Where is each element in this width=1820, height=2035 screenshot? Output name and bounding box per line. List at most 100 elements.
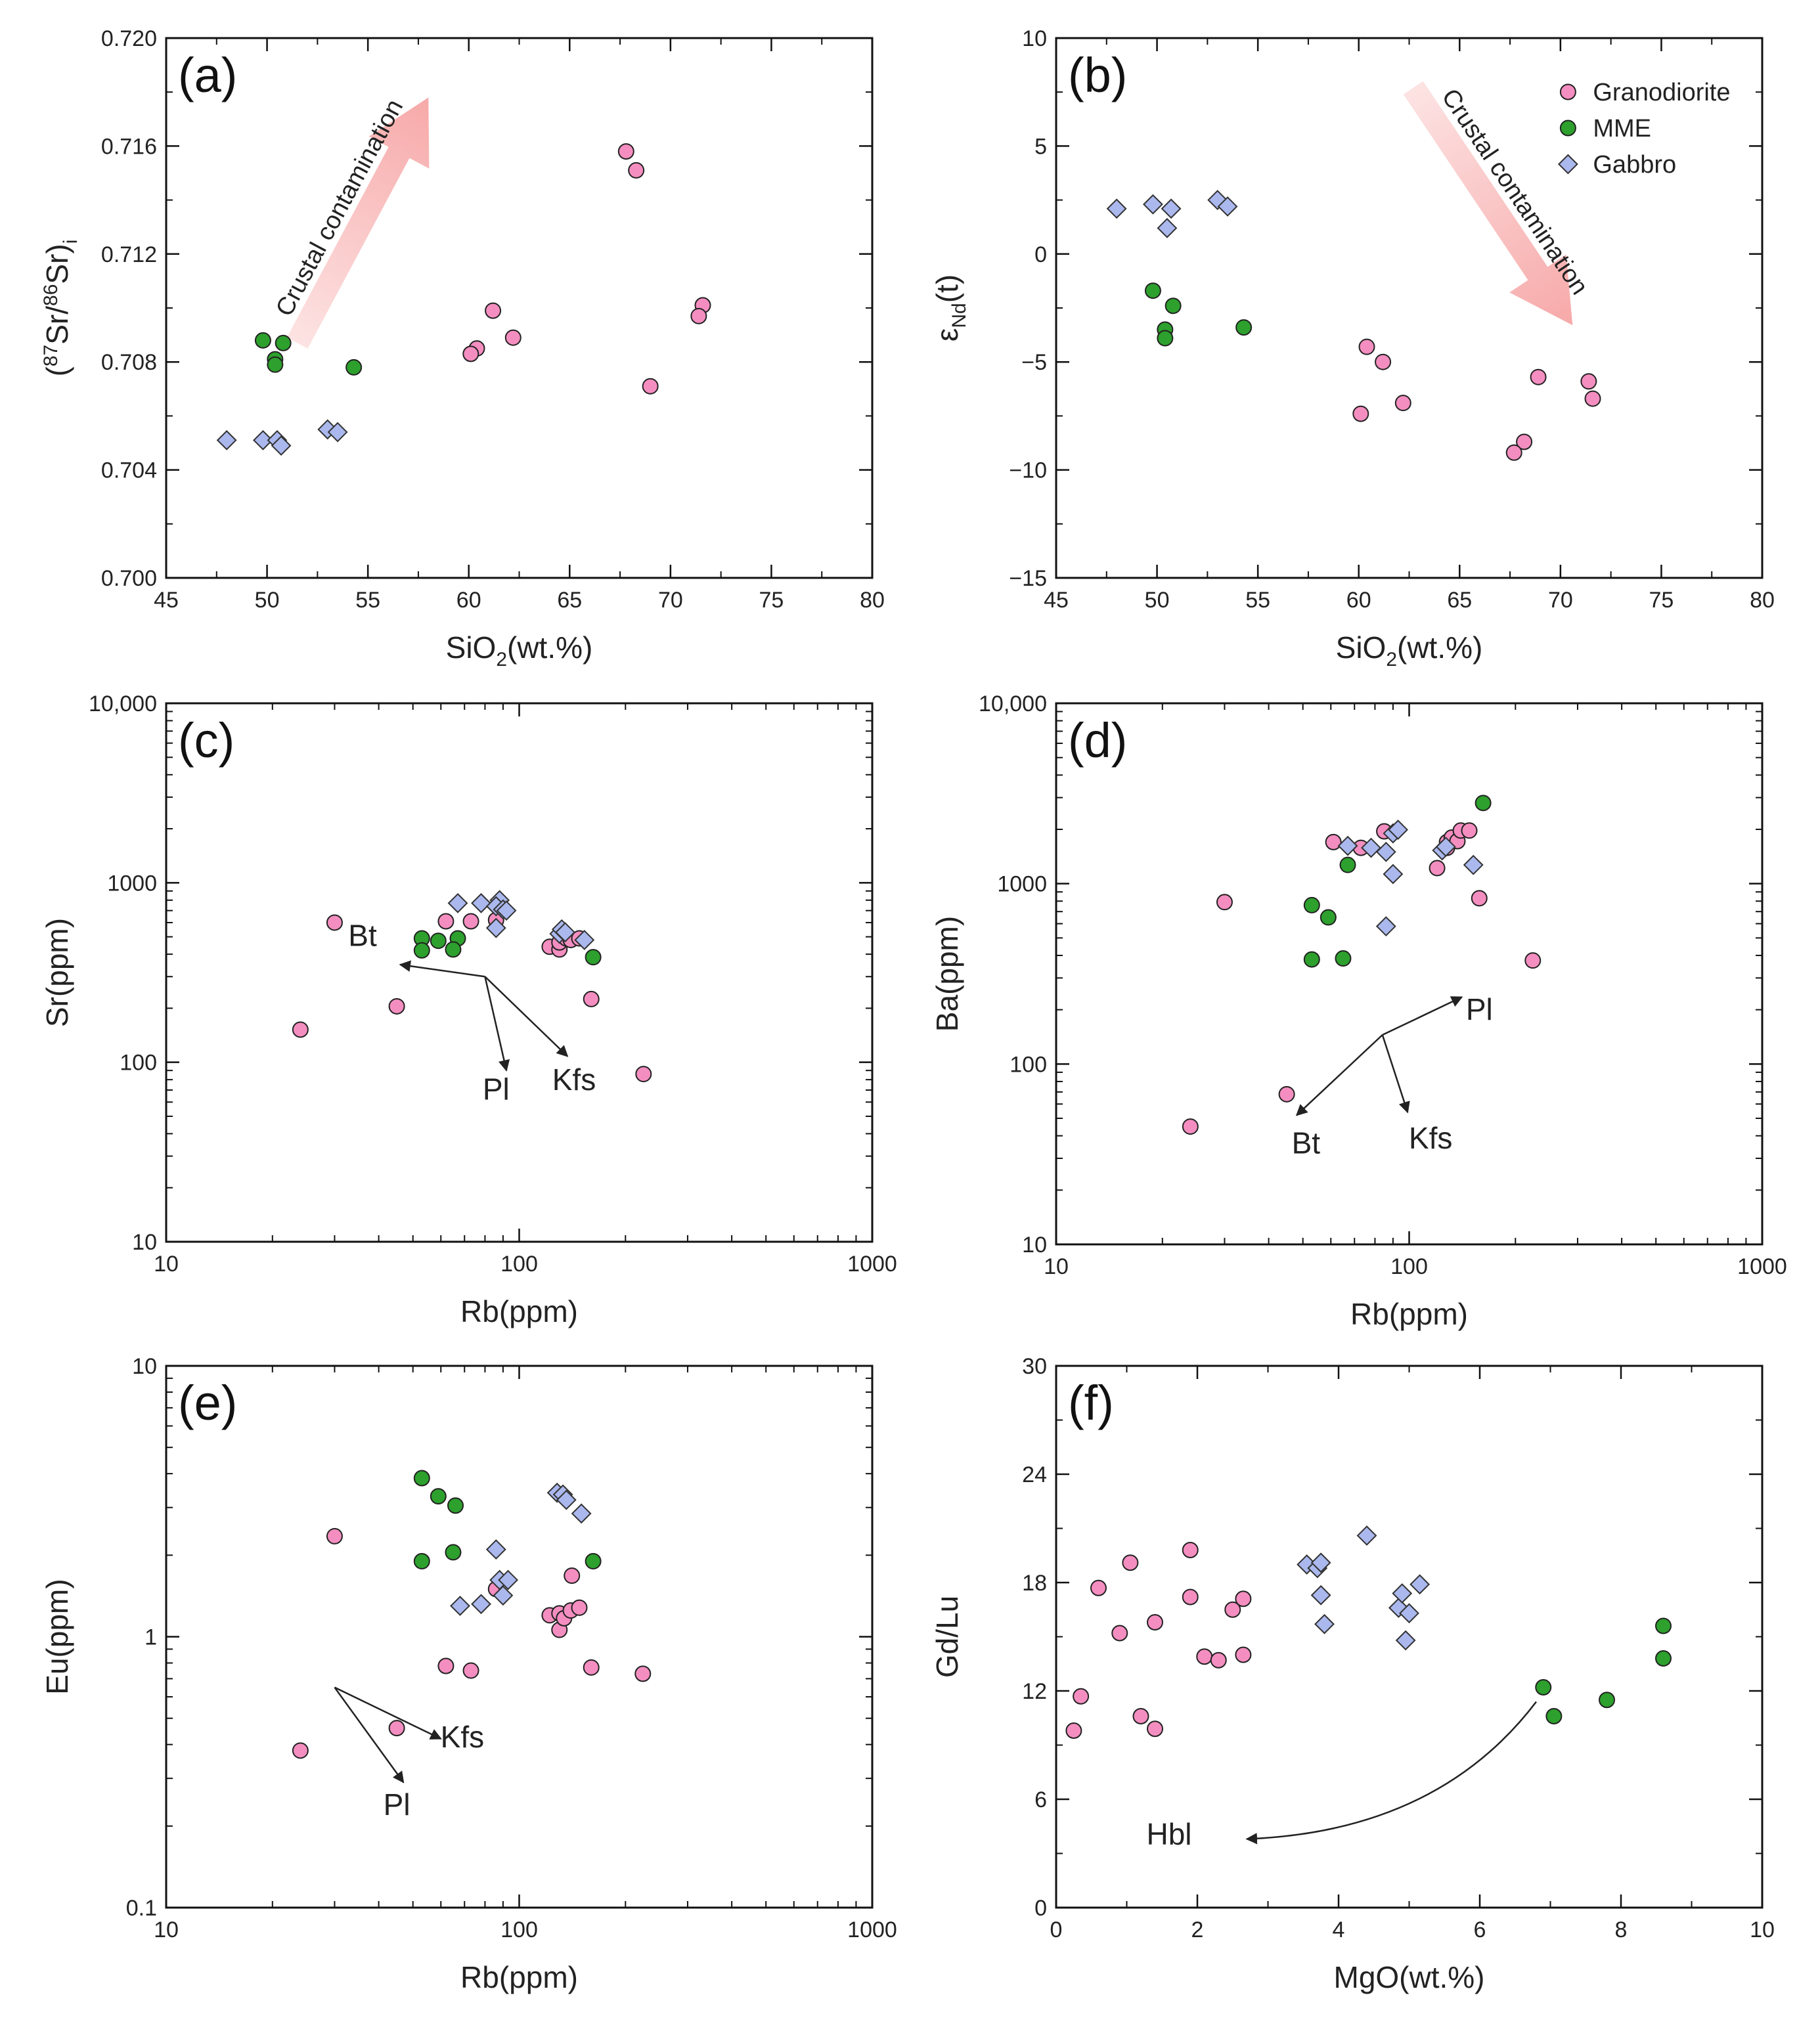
data-point-granodiorite: [1429, 860, 1446, 877]
data-point-granodiorite: [583, 1659, 600, 1676]
x-axis-label-main: SiO: [446, 630, 497, 665]
data-point-mme: [1157, 330, 1174, 347]
mineral-vector-arrow: [1382, 996, 1463, 1036]
data-point-granodiorite: [1524, 952, 1542, 969]
panel-label: (d): [1068, 713, 1127, 768]
y-tick-label: 30: [1022, 1354, 1047, 1379]
y-axis-label: (87Sr/86Sr)i: [40, 240, 81, 377]
data-point-granodiorite: [635, 1066, 652, 1083]
data-point-gabbro: [1409, 1574, 1431, 1595]
y-axis-label-eps: ε: [930, 328, 964, 342]
data-point-gabbro: [1388, 820, 1408, 840]
data-point-gabbro: [1157, 217, 1178, 238]
data-point-granodiorite: [1065, 1722, 1082, 1739]
data-point-mme: [413, 942, 430, 959]
mineral-vector-label: Kfs: [1409, 1121, 1452, 1155]
contamination-arrow-shape: [1403, 81, 1573, 326]
y-tick-label: 0.720: [101, 26, 157, 51]
x-axis-label: SiO2(wt.%): [1336, 630, 1483, 670]
legend-label-gabbro: Gabbro: [1593, 151, 1676, 179]
data-point-gabbro: [327, 422, 348, 443]
data-point-gabbro: [485, 1539, 506, 1560]
panel-label: (b): [1068, 48, 1127, 102]
mineral-vector-arrow: [484, 976, 510, 1072]
data-point-gabbro: [1310, 1585, 1331, 1606]
panel-b: 45 50 55 60 65 70 75 80 −15 −10 −5 0 5 10 SiO2(wt.%) εN…: [930, 26, 1775, 670]
data-point-granodiorite: [1580, 373, 1597, 390]
x-axis-label-sub: 2: [1386, 649, 1397, 670]
data-point-gabbro: [496, 900, 517, 921]
x-tick-label: 100: [500, 1252, 538, 1277]
data-point-mme: [445, 941, 462, 958]
y-tick-label: 0.708: [101, 350, 157, 375]
mineral-vector-label: Pl: [1466, 992, 1493, 1026]
y-tick-label: 10: [1022, 26, 1047, 51]
data-point-mme: [413, 1470, 430, 1487]
data-point-granodiorite: [437, 1657, 455, 1674]
data-point-granodiorite: [1325, 833, 1342, 850]
data-point-granodiorite: [1471, 890, 1488, 907]
x-tick-label: 8: [1615, 1917, 1628, 1942]
plot-frame: [165, 1365, 874, 1909]
y-axis-label-sup1: 87: [40, 345, 62, 366]
x-tick-label: 75: [759, 588, 784, 613]
data-point-gabbro: [1399, 1603, 1419, 1624]
data-point-gabbro: [571, 1503, 592, 1524]
data-point-gabbro: [1463, 854, 1484, 875]
panel-a: 45 50 55 60 65 70 75 80 0.700 0.704 0.708 0.712 0.71…: [40, 26, 885, 670]
y-tick-label: 18: [1022, 1571, 1047, 1596]
panel-e: 10 100 1000 0.1 1 10 Rb(ppm) Eu(ppm) (e) Kfs Pl: [40, 1354, 897, 1994]
data-point-mme: [1303, 896, 1320, 913]
data-point-gabbro: [1395, 1630, 1416, 1651]
x-axis-label: SiO2(wt.%): [446, 630, 593, 670]
data-point-gabbro: [450, 1596, 470, 1616]
mineral-vector-arrow: [1381, 1034, 1410, 1114]
data-point-granodiorite: [1196, 1648, 1213, 1665]
y-tick-label: −5: [1021, 350, 1047, 375]
y-axis-label-open: (: [40, 366, 74, 376]
data-point-mme: [267, 356, 284, 373]
x-tick-label: 65: [557, 588, 582, 613]
y-axis-label-m2: Sr): [40, 244, 74, 284]
plot-frame: [1055, 702, 1764, 1246]
data-point-granodiorite: [1530, 368, 1547, 385]
data-point-gabbro: [1375, 916, 1396, 937]
y-tick-label: 12: [1022, 1679, 1047, 1704]
data-point-granodiorite: [642, 378, 659, 395]
data-point-gabbro: [556, 1489, 577, 1510]
mineral-vector-label: Pl: [384, 1787, 411, 1822]
plot-frame: [1055, 37, 1764, 579]
contamination-arrow-label-group: Crustal contamination: [1436, 84, 1593, 300]
hbl-trend-arrow: [1245, 1701, 1537, 1845]
data-point-granodiorite: [1358, 338, 1375, 355]
mineral-vector-arrow: [399, 960, 485, 978]
data-point-gabbro: [1143, 194, 1163, 215]
data-point-granodiorite: [1182, 1588, 1199, 1606]
data-point-mme: [1144, 282, 1161, 299]
x-axis-label: Rb(ppm): [460, 1294, 578, 1328]
y-axis-label-sub: Nd: [948, 303, 970, 328]
mineral-vector-arrow: [1295, 1034, 1383, 1116]
data-point-granodiorite: [1516, 433, 1533, 450]
legend-marker-gabbro: [1557, 154, 1578, 175]
data-point-granodiorite: [1461, 822, 1478, 839]
data-point-granodiorite: [1090, 1579, 1107, 1596]
data-point-gabbro: [471, 1594, 491, 1615]
data-point-granodiorite: [462, 1662, 479, 1679]
x-tick-label: 100: [500, 1917, 538, 1942]
data-point-gabbro: [447, 892, 468, 913]
data-point-granodiorite: [292, 1742, 309, 1759]
x-tick-label: 45: [154, 588, 179, 613]
data-point-gabbro: [271, 435, 292, 456]
x-tick-label: 0: [1050, 1917, 1063, 1942]
data-point-mme: [445, 1544, 462, 1561]
data-point-granodiorite: [388, 1720, 405, 1737]
x-tick-label: 45: [1044, 588, 1069, 613]
y-tick-label: 1000: [997, 872, 1047, 897]
mineral-vector-arrow: [334, 1686, 405, 1783]
x-tick-label: 1000: [847, 1252, 897, 1277]
data-point-granodiorite: [1182, 1118, 1199, 1135]
data-point-granodiorite: [1278, 1085, 1295, 1103]
data-point-mme: [1165, 297, 1182, 315]
